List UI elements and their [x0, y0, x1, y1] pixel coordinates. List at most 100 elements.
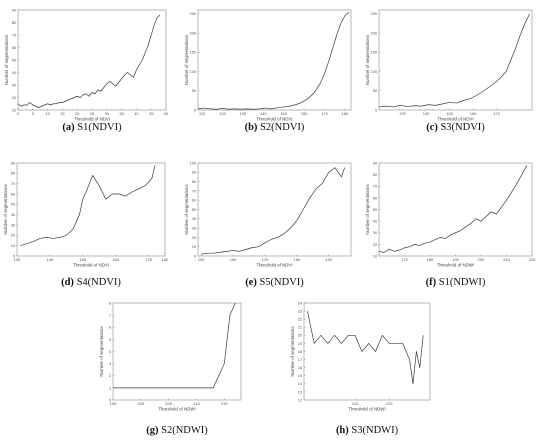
x-tick-label: 200	[137, 401, 144, 406]
x-tick-label: 10	[45, 111, 50, 116]
x-tick-label: 160	[301, 111, 308, 116]
plot-frame	[303, 302, 431, 401]
y-tick-label: 200	[371, 30, 378, 35]
y-tick-label: 20	[373, 242, 378, 247]
x-axis-label: Threshold of NDVI	[73, 263, 109, 268]
plot-frame	[197, 162, 352, 257]
y-tick-label: 15	[298, 373, 303, 378]
y-tick-label: 40	[373, 219, 378, 224]
x-tick-label: 210	[503, 257, 510, 262]
y-tick-label: 50	[373, 88, 378, 93]
panel-caption: (d) S4(NDVI)	[61, 277, 121, 288]
y-tick-label: 30	[192, 226, 197, 231]
x-axis-label: Threshold of NDVI	[256, 263, 292, 268]
x-tick-label: 5	[32, 111, 35, 116]
y-tick-label: 5	[109, 337, 112, 342]
chart-panel-f: 170 180 190 200 210 220 10 20 30 40 50 60 70 80 90 Thre…	[365, 160, 536, 288]
series-line	[201, 167, 345, 255]
y-tick-label: 80	[11, 171, 16, 176]
chart-panel-d: 135 145 155 165 175 180 0 10 20 30 40 50 60 70 80 90 Thr…	[3, 160, 169, 288]
series-line	[378, 13, 530, 108]
chart-panel-c: 130 140 150 160 170 0 50 100 150 200 250 Threshold …	[365, 9, 533, 133]
caption-id: (c)	[426, 122, 438, 133]
x-tick-label: 190	[325, 257, 332, 262]
y-tick-label: 12	[298, 397, 303, 402]
caption-text: S3(NDWI)	[349, 425, 399, 436]
caption-id: (f)	[426, 277, 437, 288]
series-line	[20, 164, 156, 247]
plot-frame	[378, 9, 533, 111]
caption-text: S2(NDWI)	[158, 425, 208, 436]
y-tick-label: 20	[192, 235, 197, 240]
x-tick-label: 0	[17, 111, 20, 116]
y-tick-label: 50	[11, 202, 16, 207]
y-tick-label: 18	[298, 349, 303, 354]
caption-text: S5(NDVI)	[257, 277, 304, 288]
y-tick-label: 90	[11, 160, 16, 165]
x-axis-label: Threshold of NDVI	[437, 117, 473, 122]
x-tick-label: 150	[446, 111, 453, 116]
y-tick-label: 70	[11, 181, 16, 186]
x-tick-label: 120	[219, 111, 226, 116]
series-line	[307, 311, 424, 385]
panel-caption: (e) S5(NDVI)	[245, 277, 304, 288]
y-tick-label: 70	[192, 188, 197, 193]
y-tick-label: 80	[12, 20, 17, 25]
y-tick-label: 150	[190, 50, 197, 55]
x-tick-label: 110	[352, 401, 359, 406]
y-tick-label: 21	[298, 325, 303, 330]
caption-text: S1(NDWI)	[436, 277, 486, 288]
y-tick-label: 60	[11, 191, 16, 196]
chart-panel-b: 110 120 130 140 150 160 170 180 0 50 100 150 200 250 T…	[184, 9, 352, 133]
x-tick-label: 180	[342, 111, 349, 116]
y-axis-label: Number of segmentations	[4, 34, 9, 85]
caption-id: (a)	[62, 122, 75, 133]
x-tick-label: 180	[293, 257, 300, 262]
x-tick-label: 135	[14, 257, 21, 262]
y-axis-label: Number of segmentations	[184, 34, 189, 85]
x-tick-label: 25	[90, 111, 95, 116]
x-axis-label: Threshold of NDVI	[74, 117, 110, 122]
y-tick-label: 0	[194, 107, 197, 112]
y-tick-label: 20	[12, 95, 17, 100]
plot-frame	[16, 162, 166, 257]
x-tick-label: 150	[280, 111, 287, 116]
y-tick-label: 50	[12, 57, 17, 62]
chart-panel-g: 195 200 205 210 215 0 1 2 3 4 5 6 7 8 Threshold of NDW…	[99, 300, 242, 436]
y-tick-label: 90	[192, 170, 197, 175]
y-tick-label: 7	[109, 313, 112, 318]
y-axis-label: Number of segmentations	[99, 326, 104, 377]
y-tick-label: 100	[371, 69, 378, 74]
x-tick-label: 140	[260, 111, 267, 116]
y-tick-label: 30	[12, 82, 17, 87]
caption-text: S3(NDVI)	[438, 122, 485, 133]
x-tick-label: 160	[470, 111, 477, 116]
chart-panel-e: 150 160 170 180 190 0 10 20 30 40 50 60 70 80 90 100 Thr…	[184, 160, 352, 288]
y-tick-label: 16	[298, 365, 303, 370]
x-axis-label: Threshold of NDWI	[158, 407, 195, 412]
caption-id: (e)	[245, 277, 257, 288]
panel-caption: (g) S2(NDWI)	[146, 425, 208, 436]
x-tick-label: 45	[149, 111, 154, 116]
y-tick-label: 19	[298, 341, 303, 346]
y-tick-label: 2	[109, 373, 112, 378]
y-tick-label: 80	[373, 172, 378, 177]
x-tick-label: 170	[493, 111, 500, 116]
y-tick-label: 30	[11, 222, 16, 227]
x-axis-label: Threshold of NDWI	[437, 263, 474, 268]
x-tick-label: 110	[199, 111, 206, 116]
y-tick-label: 70	[12, 32, 17, 37]
y-tick-label: 14	[298, 381, 303, 386]
y-tick-label: 30	[373, 230, 378, 235]
y-tick-label: 3	[109, 361, 112, 366]
x-tick-label: 190	[452, 257, 459, 262]
y-tick-label: 60	[373, 195, 378, 200]
y-tick-label: 0	[109, 397, 112, 402]
y-tick-label: 50	[373, 207, 378, 212]
plot-frame	[378, 162, 533, 257]
series-line	[17, 14, 161, 108]
x-tick-label: 155	[79, 257, 86, 262]
y-tick-label: 50	[192, 207, 197, 212]
series-line	[378, 165, 528, 253]
